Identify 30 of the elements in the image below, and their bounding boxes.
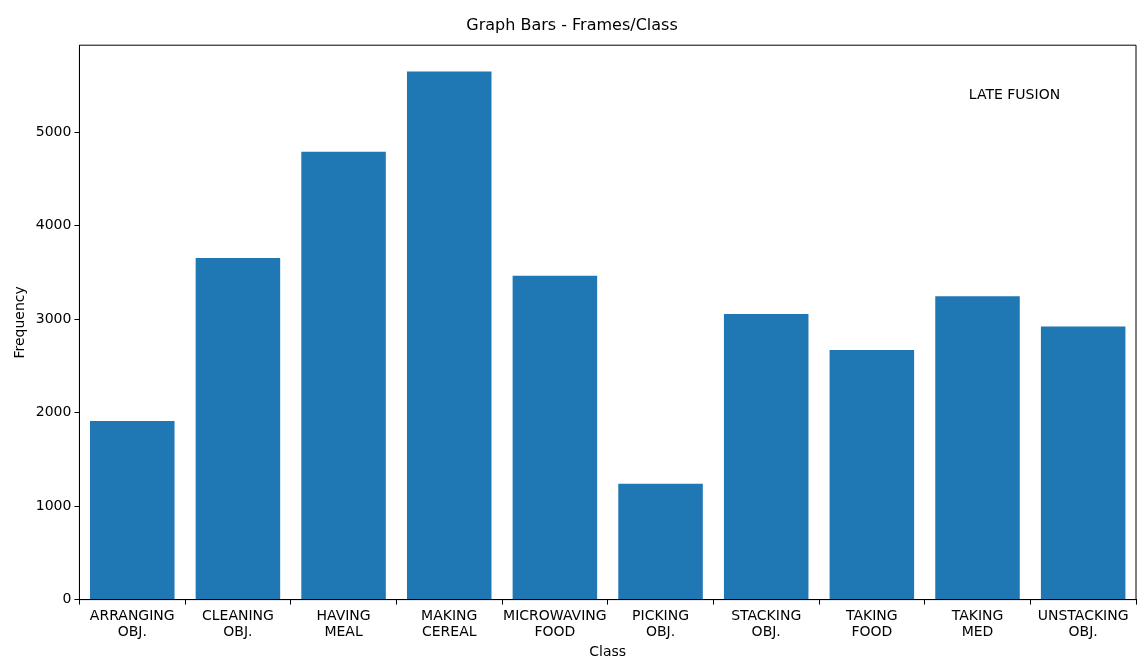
y-axis-title: Frequency [11,286,28,359]
x-tick-label: HAVING MEAL [316,606,371,640]
bar [829,349,915,600]
x-tick-label: UNSTACKING OBJ. [1037,606,1129,640]
bar [723,313,809,600]
annotation: LATE FUSION [968,85,1061,102]
y-tick-label: 5000 [35,122,72,139]
y-tick-label: 3000 [35,309,72,326]
bar [301,151,386,600]
y-tick-label: 2000 [35,403,72,420]
y-tick-label: 0 [62,590,72,607]
bar [195,257,281,600]
x-tick-label: ARRANGING OBJ. [89,606,175,640]
bar [1040,326,1126,600]
x-axis-title: Class [589,643,627,660]
x-tick-label: STACKING OBJ. [731,606,802,640]
bar [935,296,1020,600]
bar [406,71,492,600]
x-tick-label: PICKING OBJ. [632,606,690,640]
x-tick-label: MAKING CEREAL [421,606,478,640]
y-tick-label: 4000 [35,216,72,233]
bar [512,275,598,600]
y-tick-label: 1000 [35,496,72,513]
x-tick-label: CLEANING OBJ. [201,606,274,640]
bar [618,483,703,600]
x-tick-label: TAKING MED [950,606,1004,640]
x-tick-label: MICROWAVING FOOD [503,606,607,640]
x-tick-label: TAKING FOOD [845,606,898,640]
bar [90,421,175,600]
chart-title: Graph Bars - Frames/Class [466,14,678,34]
